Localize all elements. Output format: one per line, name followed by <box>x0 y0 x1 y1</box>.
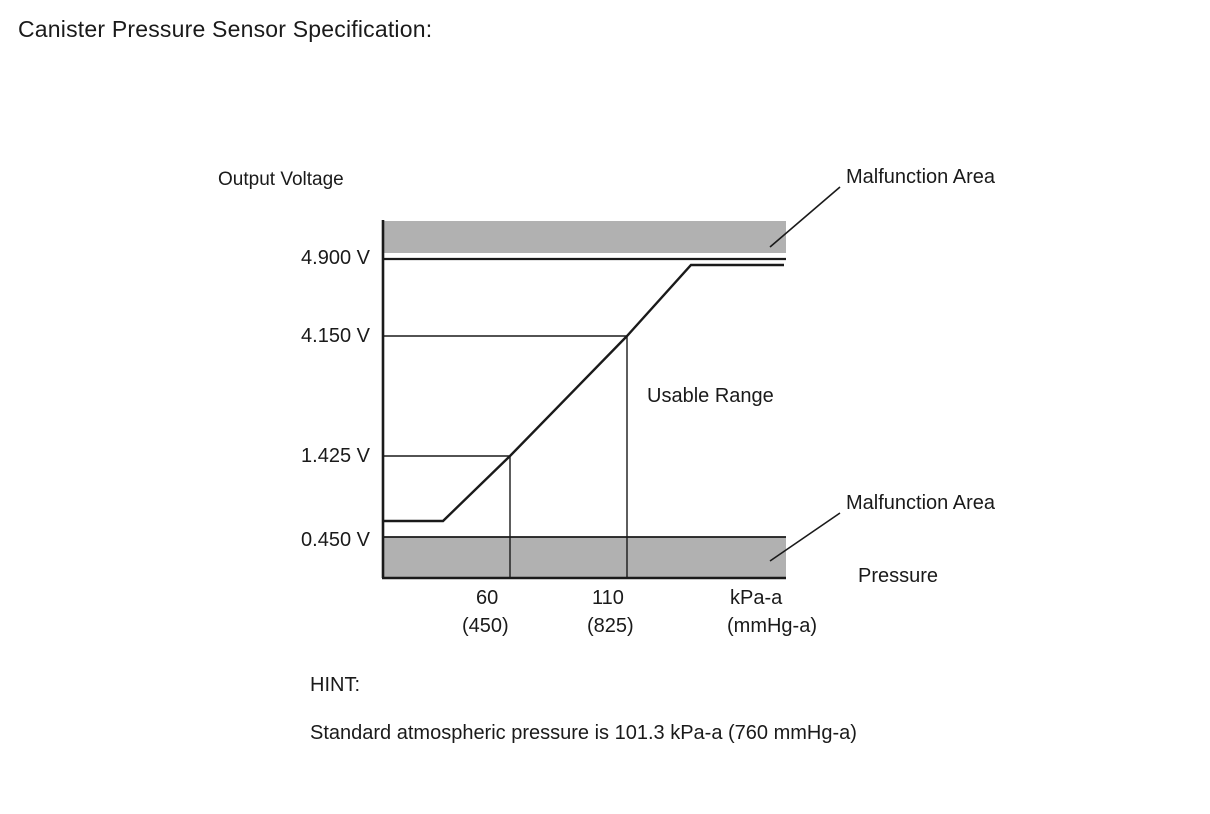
malfunction-band-bottom <box>383 537 786 577</box>
x-tick-110-kpa: 110 <box>592 587 624 609</box>
hint-label: HINT: <box>310 674 360 696</box>
leader-line-malfunction-top <box>769 186 841 248</box>
malfunction-area-label-bottom: Malfunction Area <box>846 492 995 514</box>
y-axis-title: Output Voltage <box>218 169 344 190</box>
malfunction-area-label-top: Malfunction Area <box>846 166 995 188</box>
x-tick-60-kpa: 60 <box>476 587 499 609</box>
y-tick-0-450v: 0.450 V <box>301 529 370 551</box>
x-unit-kpa: kPa-a <box>730 587 783 609</box>
y-tick-4-150v: 4.150 V <box>301 325 370 347</box>
x-unit-mmhg: (mmHg-a) <box>727 615 817 637</box>
x-tick-825-mmhg: (825) <box>587 615 634 637</box>
y-tick-4-900v: 4.900 V <box>301 247 370 269</box>
page-title: Canister Pressure Sensor Specification: <box>18 16 433 42</box>
y-tick-1-425v: 1.425 V <box>301 445 370 467</box>
x-axis-title: Pressure <box>858 565 939 587</box>
sensor-output-curve <box>384 263 784 523</box>
leader-line-malfunction-bottom <box>769 512 841 562</box>
x-tick-450-mmhg: (450) <box>462 615 509 637</box>
usable-range-label: Usable Range <box>647 385 774 407</box>
hint-text: Standard atmospheric pressure is 101.3 k… <box>310 722 857 744</box>
malfunction-band-top <box>383 221 786 253</box>
